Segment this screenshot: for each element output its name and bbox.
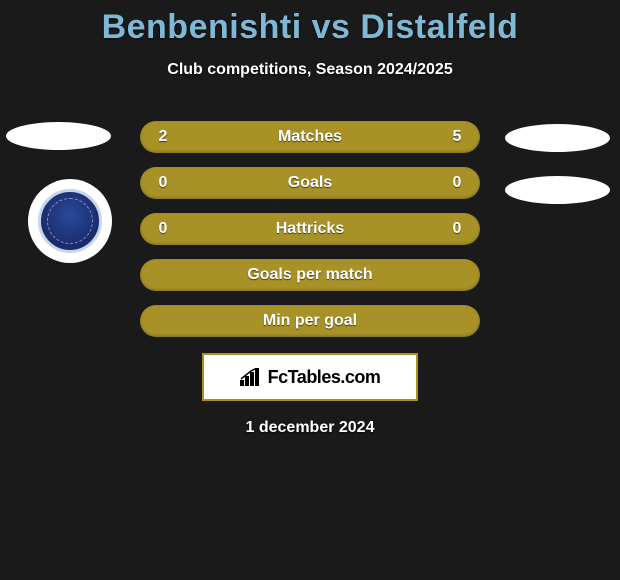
stat-right-value: 0 <box>448 174 466 192</box>
stats-list: 2 Matches 5 0 Goals 0 0 Hattricks 0 Goal… <box>140 121 480 337</box>
team-badge-left <box>28 179 112 263</box>
stat-row-matches: 2 Matches 5 <box>140 121 480 153</box>
stat-row-hattricks: 0 Hattricks 0 <box>140 213 480 245</box>
bar-chart-icon <box>240 368 262 386</box>
brand-text: FcTables.com <box>268 367 381 388</box>
team-badge-left-inner <box>38 189 102 253</box>
side-ellipse-right-1 <box>505 124 610 152</box>
stat-label: Min per goal <box>263 312 357 330</box>
stat-row-goals: 0 Goals 0 <box>140 167 480 199</box>
side-ellipse-right-2 <box>505 176 610 204</box>
page-title: Benbenishti vs Distalfeld <box>0 0 620 47</box>
stat-label: Goals <box>288 174 332 192</box>
stat-label: Matches <box>278 128 342 146</box>
stat-row-min-per-goal: Min per goal <box>140 305 480 337</box>
stat-right-value: 0 <box>448 220 466 238</box>
stat-left-value: 0 <box>154 174 172 192</box>
stat-row-goals-per-match: Goals per match <box>140 259 480 291</box>
stat-right-value: 5 <box>448 128 466 146</box>
stat-left-value: 2 <box>154 128 172 146</box>
brand-box: FcTables.com <box>202 353 418 401</box>
stat-left-value: 0 <box>154 220 172 238</box>
stat-label: Goals per match <box>247 266 372 284</box>
stat-label: Hattricks <box>276 220 344 238</box>
side-ellipse-left <box>6 122 111 150</box>
subtitle: Club competitions, Season 2024/2025 <box>0 61 620 79</box>
date-text: 1 december 2024 <box>0 419 620 437</box>
